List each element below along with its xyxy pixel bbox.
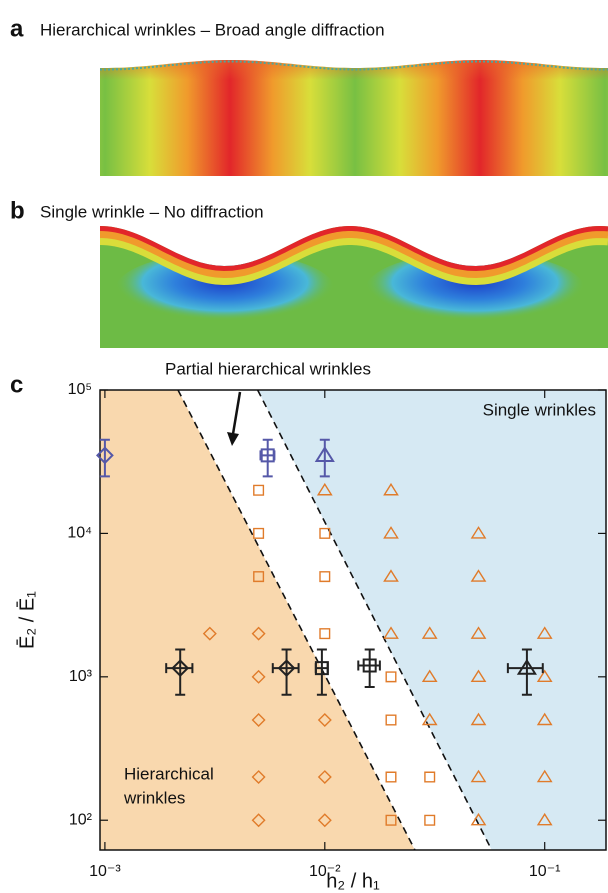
x-tick-label: 10⁻¹ <box>529 863 561 880</box>
error-bar-y <box>521 648 532 696</box>
simulation-image-a <box>100 60 608 176</box>
marker <box>316 482 333 496</box>
marker <box>470 626 487 639</box>
marker <box>251 669 266 684</box>
error-bar-y <box>364 648 375 688</box>
marker <box>536 812 553 826</box>
marker <box>202 626 217 641</box>
region <box>100 390 415 850</box>
region <box>257 390 606 850</box>
region-label: wrinkles <box>123 788 185 807</box>
x-tick-label: 10⁻³ <box>89 863 121 880</box>
marker <box>251 813 266 828</box>
marker <box>421 669 438 683</box>
marker <box>421 712 438 726</box>
marker <box>251 712 266 727</box>
plot-frame <box>99 389 607 851</box>
marker <box>536 669 553 683</box>
x-tick-label: 10⁻² <box>309 863 341 880</box>
marker <box>536 769 553 783</box>
marker <box>470 669 487 683</box>
marker <box>319 571 331 583</box>
y-tick-label: 10⁴ <box>67 525 92 542</box>
error-bar-y <box>99 438 110 478</box>
marker <box>260 448 275 463</box>
marker <box>317 770 332 785</box>
marker <box>470 769 487 783</box>
marker <box>319 527 331 539</box>
marker <box>314 661 329 676</box>
marker <box>385 671 397 683</box>
marker <box>385 814 397 826</box>
region-label: Hierarchical <box>124 764 214 783</box>
marker <box>470 569 487 582</box>
arrow <box>231 391 242 435</box>
boundary-line <box>256 389 493 851</box>
region-label: Partial hierarchical wrinkles <box>165 359 371 378</box>
panel-label: a <box>10 15 24 42</box>
panel-label: c <box>10 371 23 398</box>
marker <box>253 527 265 539</box>
y-tick-label: 10³ <box>69 668 93 685</box>
error-bar-y <box>262 438 273 478</box>
error-bar-y <box>319 438 330 478</box>
marker <box>383 526 399 539</box>
marker <box>421 626 438 639</box>
marker <box>253 484 265 496</box>
marker <box>314 446 335 463</box>
marker <box>319 628 331 640</box>
x-axis-label: h₂ / h₁ <box>326 870 380 892</box>
marker <box>470 812 487 826</box>
y-tick-label: 10² <box>69 811 93 828</box>
marker <box>251 770 266 785</box>
marker <box>385 714 397 726</box>
marker <box>516 658 537 675</box>
y-tick-label: 10⁵ <box>68 381 92 398</box>
panel-label: b <box>10 197 25 224</box>
error-bar-y <box>281 648 292 696</box>
marker <box>383 569 399 582</box>
marker <box>424 814 436 826</box>
marker <box>470 526 487 539</box>
marker <box>317 813 332 828</box>
y-axis-label: Ē₂ / Ē₁ <box>15 591 38 649</box>
marker <box>171 659 190 678</box>
marker <box>383 482 399 496</box>
marker <box>251 626 266 641</box>
marker <box>95 446 114 465</box>
marker <box>536 712 553 726</box>
marker <box>277 659 296 678</box>
marker <box>383 626 399 639</box>
marker <box>536 626 553 639</box>
marker <box>470 712 487 726</box>
error-bar-x <box>506 663 544 674</box>
region <box>178 390 492 850</box>
plot: 10⁻³ 10⁻² 10⁻¹ 10² 10³ 10⁴ 10⁵ c Hierarchical wri… <box>10 359 607 892</box>
marker <box>362 658 377 673</box>
marker <box>385 771 397 783</box>
panel-title: Hierarchical wrinkles – Broad angle diff… <box>40 20 385 39</box>
marker <box>253 571 265 583</box>
region-label: Single wrinkles <box>483 400 596 419</box>
marker <box>424 771 436 783</box>
arrow-head <box>227 432 239 446</box>
marker <box>317 712 332 727</box>
error-bar-y <box>316 648 327 696</box>
simulation-image-b <box>100 226 608 348</box>
boundary-line <box>177 389 416 851</box>
panel-title: Single wrinkle – No diffraction <box>40 202 264 221</box>
error-bar-y <box>175 648 186 696</box>
